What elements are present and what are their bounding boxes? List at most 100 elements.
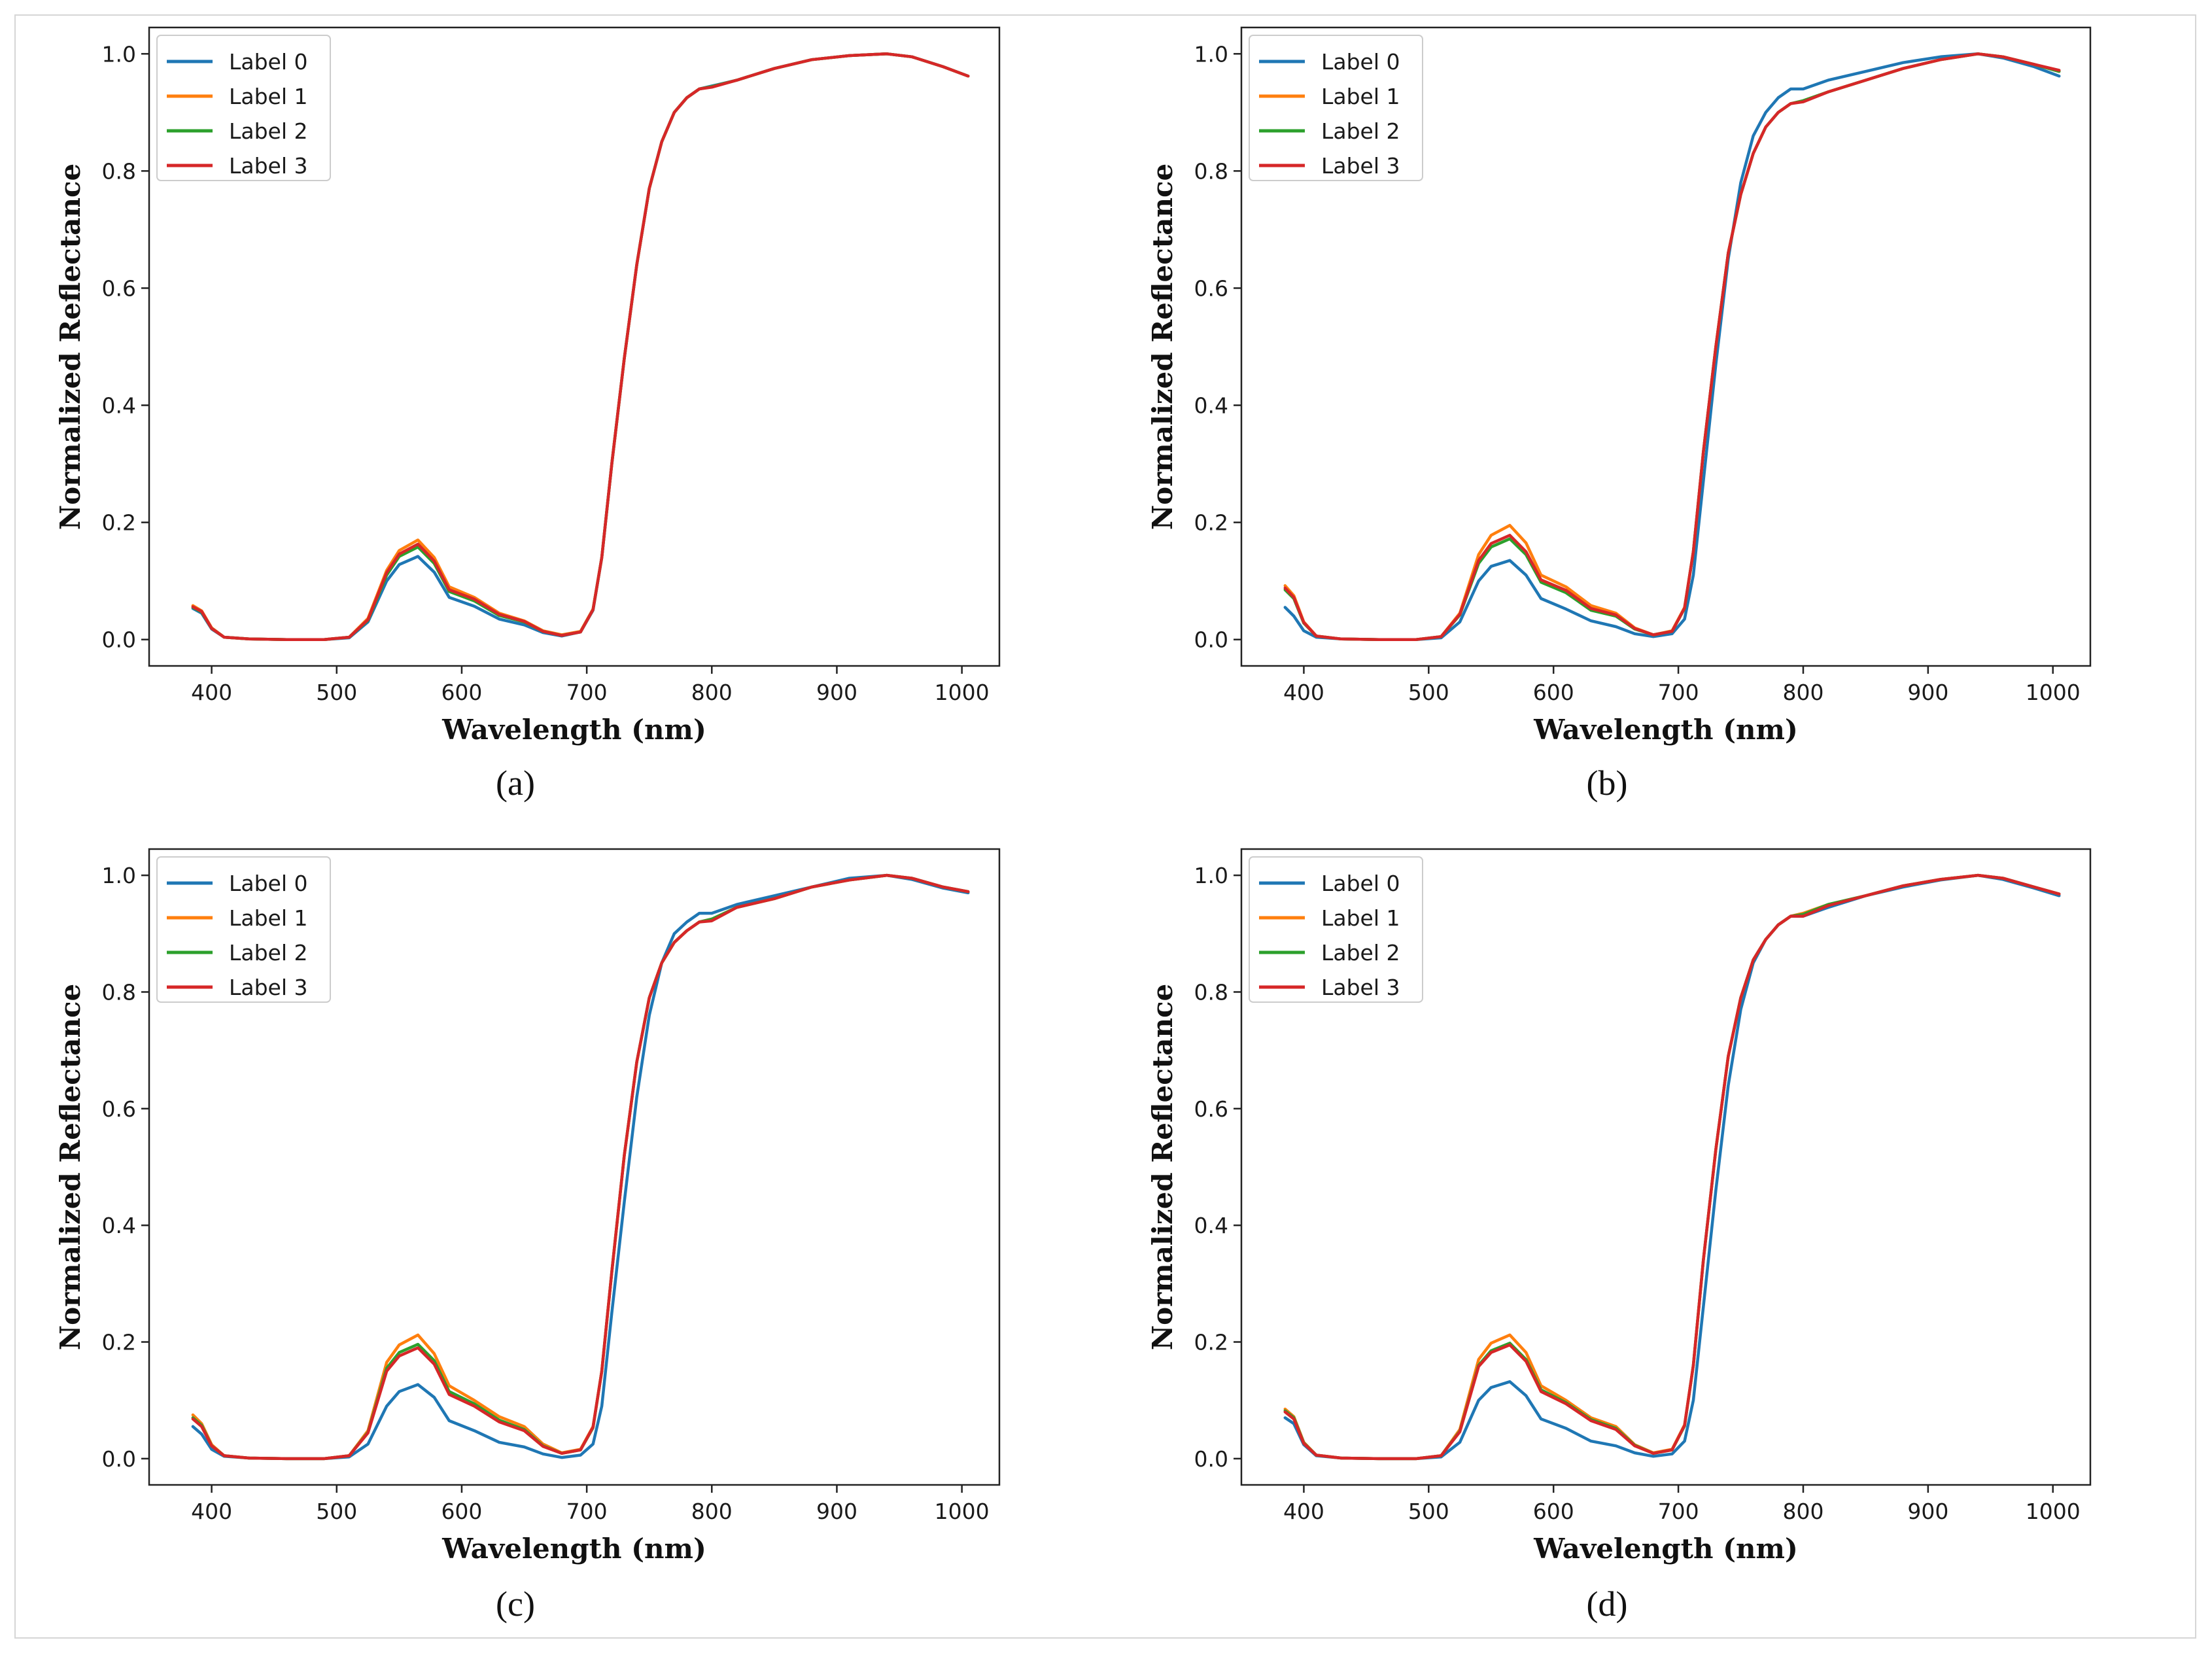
x-tick-label: 1000 <box>935 680 990 705</box>
y-tick-label: 0.2 <box>102 510 136 536</box>
x-tick-label: 700 <box>566 680 608 705</box>
x-tick-label: 700 <box>1658 1499 1699 1524</box>
y-tick-label: 1.0 <box>102 863 136 888</box>
legend: Label 0 Label 1 Label 2 Label 3 <box>1249 35 1423 181</box>
x-tick-label: 500 <box>1408 1499 1449 1524</box>
x-tick-label: 900 <box>816 1499 857 1524</box>
y-axis-label: Normalized Reflectance <box>54 984 86 1351</box>
x-tick-label: 400 <box>1283 680 1324 705</box>
y-tick-label: 0.6 <box>102 1096 136 1122</box>
legend-entry-label-3: Label 3 <box>1321 153 1400 179</box>
x-axis-label: Wavelength (nm) <box>1533 1533 1798 1565</box>
y-axis-label: Normalized Reflectance <box>1147 984 1179 1351</box>
x-tick-label: 800 <box>691 1499 733 1524</box>
figure-frame <box>14 14 2196 1639</box>
x-tick-label: 400 <box>1283 1499 1324 1524</box>
y-tick-label: 0.8 <box>102 158 136 184</box>
legend-entry-label-0: Label 0 <box>229 49 308 75</box>
legend-entry-label-3: Label 3 <box>229 975 308 1000</box>
series-line-label-3 <box>1283 873 2061 1461</box>
y-tick-label: 0.0 <box>1194 1446 1228 1472</box>
y-axis-label: Normalized Reflectance <box>1147 164 1179 531</box>
x-axis-label: Wavelength (nm) <box>1533 714 1798 746</box>
legend-entry-label-1: Label 1 <box>229 84 308 109</box>
axes-frame <box>1240 848 2092 1486</box>
legend-box <box>156 856 331 1003</box>
x-tick-label: 900 <box>816 680 857 705</box>
legend-entry-label-2: Label 2 <box>1321 118 1400 144</box>
x-tick-label: 900 <box>1907 680 1948 705</box>
legend-entry-label-2: Label 2 <box>229 118 308 144</box>
panel-caption: (c) <box>496 1584 535 1624</box>
x-tick-label: 500 <box>316 680 357 705</box>
x-tick-label: 1000 <box>2026 1499 2081 1524</box>
panel-caption: (a) <box>496 763 535 803</box>
legend-box <box>1249 35 1423 181</box>
panel-caption: (d) <box>1587 1584 1628 1624</box>
x-tick-label: 800 <box>691 680 733 705</box>
legend-entry-label-1: Label 1 <box>1321 905 1400 931</box>
legend: Label 0 Label 1 Label 2 Label 3 <box>156 856 331 1003</box>
legend-entry-label-3: Label 3 <box>229 153 308 179</box>
x-tick-label: 400 <box>191 680 232 705</box>
legend-entry-label-0: Label 0 <box>229 871 308 896</box>
y-tick-label: 0.0 <box>102 627 136 653</box>
y-tick-label: 0.2 <box>1194 510 1228 536</box>
x-tick-label: 700 <box>566 1499 608 1524</box>
y-tick-label: 0.8 <box>1194 979 1228 1005</box>
y-tick-label: 0.4 <box>1194 1213 1228 1238</box>
chart-panel-b: 400 500 600 700 800 900 1000 0.0 0.2 0.4 0.6 0.8 1.0… <box>1147 26 2092 803</box>
legend-entry-label-3: Label 3 <box>1321 975 1400 1000</box>
y-tick-label: 0.4 <box>102 1213 136 1238</box>
legend-box <box>156 35 331 181</box>
x-tick-label: 800 <box>1782 1499 1823 1524</box>
x-tick-label: 600 <box>1533 1499 1574 1524</box>
y-tick-label: 0.2 <box>1194 1330 1228 1355</box>
y-tick-label: 0.0 <box>102 1446 136 1472</box>
y-tick-label: 0.0 <box>1194 627 1228 653</box>
x-axis-label: Wavelength (nm) <box>441 1533 706 1565</box>
y-tick-label: 1.0 <box>102 41 136 67</box>
legend-entry-label-1: Label 1 <box>229 905 308 931</box>
y-tick-label: 1.0 <box>1194 41 1228 67</box>
y-tick-label: 0.4 <box>102 393 136 419</box>
chart-panel-d: 400 500 600 700 800 900 1000 0.0 0.2 0.4 0.6 0.8 1.0… <box>1147 848 2092 1624</box>
x-tick-label: 800 <box>1782 680 1823 705</box>
legend: Label 0 Label 1 Label 2 Label 3 <box>1249 856 1423 1003</box>
legend-entry-label-0: Label 0 <box>1321 49 1400 75</box>
legend-entry-label-2: Label 2 <box>229 940 308 966</box>
x-tick-label: 700 <box>1658 680 1699 705</box>
y-tick-label: 0.6 <box>102 275 136 301</box>
y-tick-label: 0.8 <box>102 979 136 1005</box>
y-tick-label: 1.0 <box>1194 863 1228 888</box>
legend-entry-label-0: Label 0 <box>1321 871 1400 896</box>
chart-panel-c: 400 500 600 700 800 900 1000 0.0 0.2 0.4 0.6 0.8 1.0… <box>54 848 1001 1624</box>
x-tick-label: 600 <box>1533 680 1574 705</box>
series-line-label-3 <box>191 52 970 641</box>
x-tick-label: 900 <box>1907 1499 1948 1524</box>
panel-caption: (b) <box>1587 763 1628 803</box>
x-axis-label: Wavelength (nm) <box>441 714 706 746</box>
x-tick-label: 500 <box>316 1499 357 1524</box>
x-tick-label: 600 <box>441 680 482 705</box>
y-tick-label: 0.8 <box>1194 158 1228 184</box>
legend-entry-label-1: Label 1 <box>1321 84 1400 109</box>
y-axis-label: Normalized Reflectance <box>54 164 86 531</box>
y-tick-label: 0.4 <box>1194 393 1228 419</box>
chart-panel-a: 400 500 600 700 800 900 1000 0.0 0.2 0.4 0.6 0.8 1.0… <box>54 26 1001 803</box>
x-tick-label: 600 <box>441 1499 482 1524</box>
x-tick-label: 1000 <box>2026 680 2081 705</box>
series-line-label-3 <box>191 873 970 1461</box>
legend: Label 0 Label 1 Label 2 Label 3 <box>156 35 331 181</box>
y-tick-label: 0.6 <box>1194 275 1228 301</box>
y-tick-label: 0.2 <box>102 1330 136 1355</box>
legend-box <box>1249 856 1423 1003</box>
axes-frame <box>148 848 1001 1486</box>
y-tick-label: 0.6 <box>1194 1096 1228 1122</box>
x-tick-label: 400 <box>191 1499 232 1524</box>
x-tick-label: 1000 <box>935 1499 990 1524</box>
axes-frame <box>1240 26 2092 667</box>
axes-frame <box>148 26 1001 667</box>
x-tick-label: 500 <box>1408 680 1449 705</box>
